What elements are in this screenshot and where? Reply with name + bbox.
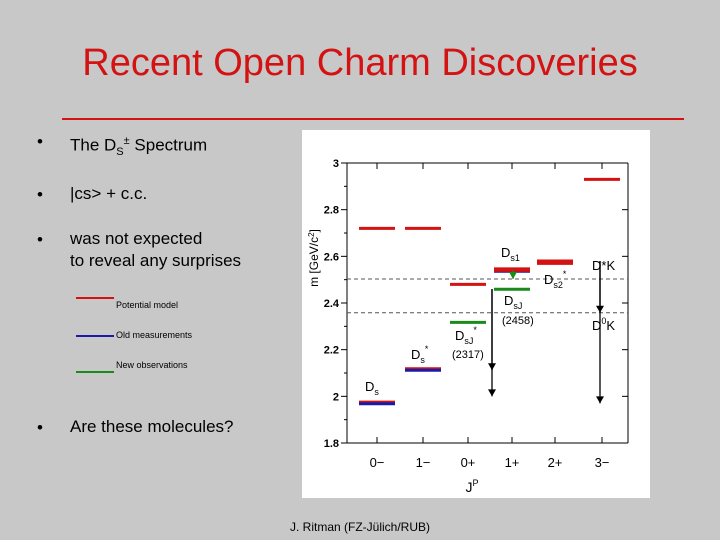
label-ds-main: D — [365, 379, 374, 394]
arrow-ds2-to-ds-head — [596, 396, 604, 404]
bullet-not-expected-line2: to reveal any surprises — [70, 251, 242, 270]
label-ds1-sub: s1 — [510, 253, 520, 263]
arrow-dsj2458-to-dsstar-head — [488, 363, 496, 371]
label-dsstar-sub: s — [420, 355, 425, 365]
y-tick-label: 2.6 — [324, 251, 339, 263]
label-dsj-2317-sub: sJ — [464, 336, 473, 346]
y-tick-label: 2 — [333, 391, 339, 403]
bullet-marker: • — [37, 185, 43, 204]
legend-label-old: Old measurements — [116, 330, 193, 340]
label-dsj-2317-mass: (2317) — [452, 349, 484, 361]
label-dsj-2458: DsJ — [504, 293, 522, 311]
threshold-label-dstar-k: D*K — [592, 258, 615, 273]
footer-credit: J. Ritman (FZ-Jülich/RUB) — [289, 520, 430, 534]
label-dsj-2317-main: D — [455, 328, 464, 343]
label-dsj-2458-main: D — [504, 293, 513, 308]
bullet-ds-suffix: Spectrum — [129, 135, 208, 155]
label-ds2-main: D — [544, 272, 553, 287]
y-axis-label: m [GeV/c2] — [307, 229, 321, 287]
label-dsstar-sup: * — [425, 344, 429, 354]
label-dsj-2458-mass: (2458) — [502, 315, 534, 327]
y-tick-label: 2.2 — [324, 345, 339, 357]
x-axis-label: JP — [465, 478, 478, 495]
x-axis-label-sup: P — [472, 478, 478, 488]
y-tick-label: 2.8 — [324, 205, 339, 217]
bullet-marker: • — [37, 230, 43, 249]
page-title: Recent Open Charm Discoveries — [82, 42, 638, 84]
x-tick-label: 0− — [370, 455, 385, 470]
label-ds-sub: s — [374, 387, 379, 397]
threshold-label-d0-k: D0K — [592, 316, 615, 333]
x-axis-label-main: J — [465, 479, 472, 495]
label-dsj-2458-sub: sJ — [513, 301, 522, 311]
y-tick-label: 2.4 — [324, 298, 340, 310]
label-ds2: Ds2* — [544, 269, 567, 290]
x-tick-label: 1+ — [505, 455, 520, 470]
label-dsj-2317-sup: * — [473, 325, 477, 335]
y-axis: 1.8 2 2.2 2.4 2.6 2.8 3 — [324, 158, 629, 450]
bullet-ds-spectrum: The DS± Spectrum — [70, 130, 207, 163]
arrow-ds2-to-d0k-head — [596, 305, 604, 313]
y-axis-label-prefix: m [GeV/c — [307, 237, 321, 287]
bullet-molecules: Are these molecules? — [70, 417, 234, 436]
plot-background — [302, 130, 650, 498]
label-dsstar: Ds* — [411, 344, 429, 365]
x-tick-label: 3− — [595, 455, 610, 470]
legend-swatch-old — [76, 335, 114, 337]
legend-swatch-new — [76, 371, 114, 373]
y-tick-label: 3 — [333, 158, 339, 170]
label-dsj-2317: DsJ* — [455, 325, 477, 346]
threshold-label-d0-k-suffix: K — [606, 318, 615, 333]
label-ds2-sup: * — [563, 269, 567, 279]
bullet-not-expected: was not expected to reveal any surprises — [70, 228, 241, 272]
bullet-marker: • — [37, 132, 43, 151]
threshold-label-d0-k-sup: 0 — [601, 316, 606, 326]
bullet-ds-sub: S — [116, 146, 124, 159]
label-ds: Ds — [365, 379, 379, 397]
arrow-ds1-to-dstar-k-head — [509, 271, 517, 279]
label-dsstar-main: D — [411, 347, 420, 362]
y-axis-label-suffix: ] — [307, 229, 321, 232]
threshold-label-d0-k-main: D — [592, 318, 601, 333]
x-tick-label: 0+ — [461, 455, 476, 470]
legend-label-potential: Potential model — [116, 300, 179, 310]
y-axis-label-sup: 2 — [307, 232, 316, 237]
bullet-marker: • — [37, 418, 43, 437]
label-ds2-sub: s2 — [553, 280, 563, 290]
title-divider — [62, 118, 684, 120]
x-axis: 0− 1− 0+ 1+ 2+ 3− — [347, 162, 628, 470]
thresholds — [347, 278, 628, 314]
x-tick-label: 2+ — [548, 455, 563, 470]
bullet-ds-prefix: The D — [70, 135, 117, 155]
label-ds1: Ds1 — [501, 245, 520, 263]
label-ds1-main: D — [501, 245, 510, 260]
mass-levels — [359, 177, 620, 406]
x-tick-label: 1− — [416, 455, 431, 470]
transition-arrows — [488, 261, 604, 404]
bullet-ds-sup: ± — [123, 135, 130, 147]
bullet-not-expected-line1: was not expected — [70, 229, 203, 248]
bullet-cs-state: |cs> + c.c. — [70, 184, 148, 203]
legend-swatch-potential — [76, 297, 114, 299]
legend-label-new: New observations — [116, 360, 188, 370]
arrow-dsj2458-to-ds-head — [488, 389, 496, 397]
y-tick-label: 1.8 — [324, 438, 339, 450]
